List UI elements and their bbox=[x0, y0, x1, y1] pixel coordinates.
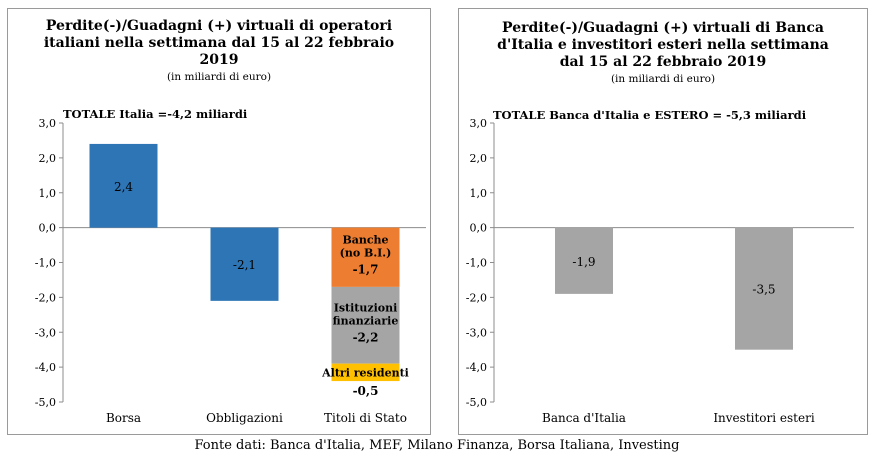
left-y-tick-label: -2,0 bbox=[35, 291, 56, 304]
left-segment-label: Banche bbox=[342, 233, 388, 246]
right-chart-plot: 3,0 2,0 1,0 0,0 -1,0 -2,0 -3,0 -4,0 -5,0 Banca d'… bbox=[466, 117, 854, 425]
right-chart-title: Perdite(-)/Guadagni (+) virtuali di Banc… bbox=[459, 20, 867, 71]
left-y-tick-label: 1,0 bbox=[39, 187, 57, 200]
left-category-label: Titoli di Stato bbox=[324, 411, 407, 425]
left-chart-title: Perdite(-)/Guadagni (+) virtuali di oper… bbox=[8, 18, 430, 69]
left-segment-value-label: -2,2 bbox=[353, 330, 379, 344]
right-y-tick-label: -4,0 bbox=[466, 361, 487, 374]
right-y-tick-label: 2,0 bbox=[470, 152, 488, 165]
right-y-tick-label: -1,0 bbox=[466, 257, 487, 270]
right-category-label: Banca d'Italia bbox=[542, 411, 626, 425]
left-chart-panel: Perdite(-)/Guadagni (+) virtuali di oper… bbox=[7, 8, 431, 435]
right-bar-value-label: -1,9 bbox=[572, 255, 595, 269]
left-y-tick-label: -3,0 bbox=[35, 326, 56, 339]
right-chart-total: TOTALE Banca d'Italia e ESTERO = -5,3 mi… bbox=[493, 108, 807, 122]
left-segment-label: (no B.I.) bbox=[340, 246, 392, 259]
left-chart-total: TOTALE Italia =-4,2 miliardi bbox=[63, 107, 248, 121]
left-bar-value-label: -2,1 bbox=[233, 258, 256, 272]
right-y-tick-label: 0,0 bbox=[470, 222, 488, 235]
left-bar bbox=[89, 143, 158, 228]
left-y-tick-label: 0,0 bbox=[39, 222, 57, 235]
left-segment-value-label: -1,7 bbox=[353, 262, 379, 276]
source-note: Fonte dati: Banca d'Italia, MEF, Milano … bbox=[194, 438, 680, 453]
right-y-tick-label: -5,0 bbox=[466, 396, 487, 409]
right-y-tick-label: -3,0 bbox=[466, 326, 487, 339]
left-segment-label: Altri residenti bbox=[321, 366, 409, 379]
right-chart-panel: Perdite(-)/Guadagni (+) virtuali di Banc… bbox=[458, 8, 868, 435]
right-title-line-2: d'Italia e investitori esteri nella sett… bbox=[497, 37, 829, 53]
right-bar-value-label: -3,5 bbox=[752, 283, 775, 297]
left-bar bbox=[210, 227, 279, 301]
left-category-label: Borsa bbox=[106, 411, 141, 425]
left-y-tick-label: 3,0 bbox=[39, 117, 57, 130]
right-bar bbox=[735, 227, 793, 350]
left-title-line-2: italiani nella settimana dal 15 al 22 fe… bbox=[43, 35, 395, 51]
left-segment-label: finanziarie bbox=[333, 314, 399, 327]
left-chart-subtitle: (in miliardi di euro) bbox=[166, 71, 272, 83]
right-y-tick-label: 3,0 bbox=[470, 117, 488, 130]
right-y-tick-label: 1,0 bbox=[470, 187, 488, 200]
right-category-label: Investitori esteri bbox=[713, 411, 815, 425]
left-stacked-segment-bar bbox=[331, 363, 400, 382]
right-y-tick-label: -2,0 bbox=[466, 291, 487, 304]
left-segment-label: Istituzioni bbox=[334, 301, 398, 314]
right-bar bbox=[555, 227, 613, 294]
left-y-tick-label: -1,0 bbox=[35, 257, 56, 270]
left-y-tick-label: -4,0 bbox=[35, 361, 56, 374]
left-stacked-segment-bar bbox=[331, 286, 400, 364]
left-y-tick-label: -5,0 bbox=[35, 396, 56, 409]
left-y-tick-label: 2,0 bbox=[39, 152, 57, 165]
left-chart-plot: 3,0 2,0 1,0 0,0 -1,0 -2,0 -3,0 -4,0 -5,0 Borsa 2,4… bbox=[35, 117, 426, 425]
left-bar-value-label: 2,4 bbox=[114, 180, 133, 194]
left-segment-value-label: -0,5 bbox=[353, 384, 379, 398]
left-stacked-segment-bar bbox=[331, 227, 400, 287]
left-title-line-3: 2019 bbox=[199, 52, 239, 68]
left-category-label: Obbligazioni bbox=[206, 411, 283, 425]
right-chart-subtitle: (in miliardi di euro) bbox=[610, 73, 716, 85]
right-title-line-3: dal 15 al 22 febbraio 2019 bbox=[559, 54, 767, 70]
left-title-line-1: Perdite(-)/Guadagni (+) virtuali di oper… bbox=[45, 18, 393, 34]
right-title-line-1: Perdite(-)/Guadagni (+) virtuali di Banc… bbox=[502, 20, 824, 36]
